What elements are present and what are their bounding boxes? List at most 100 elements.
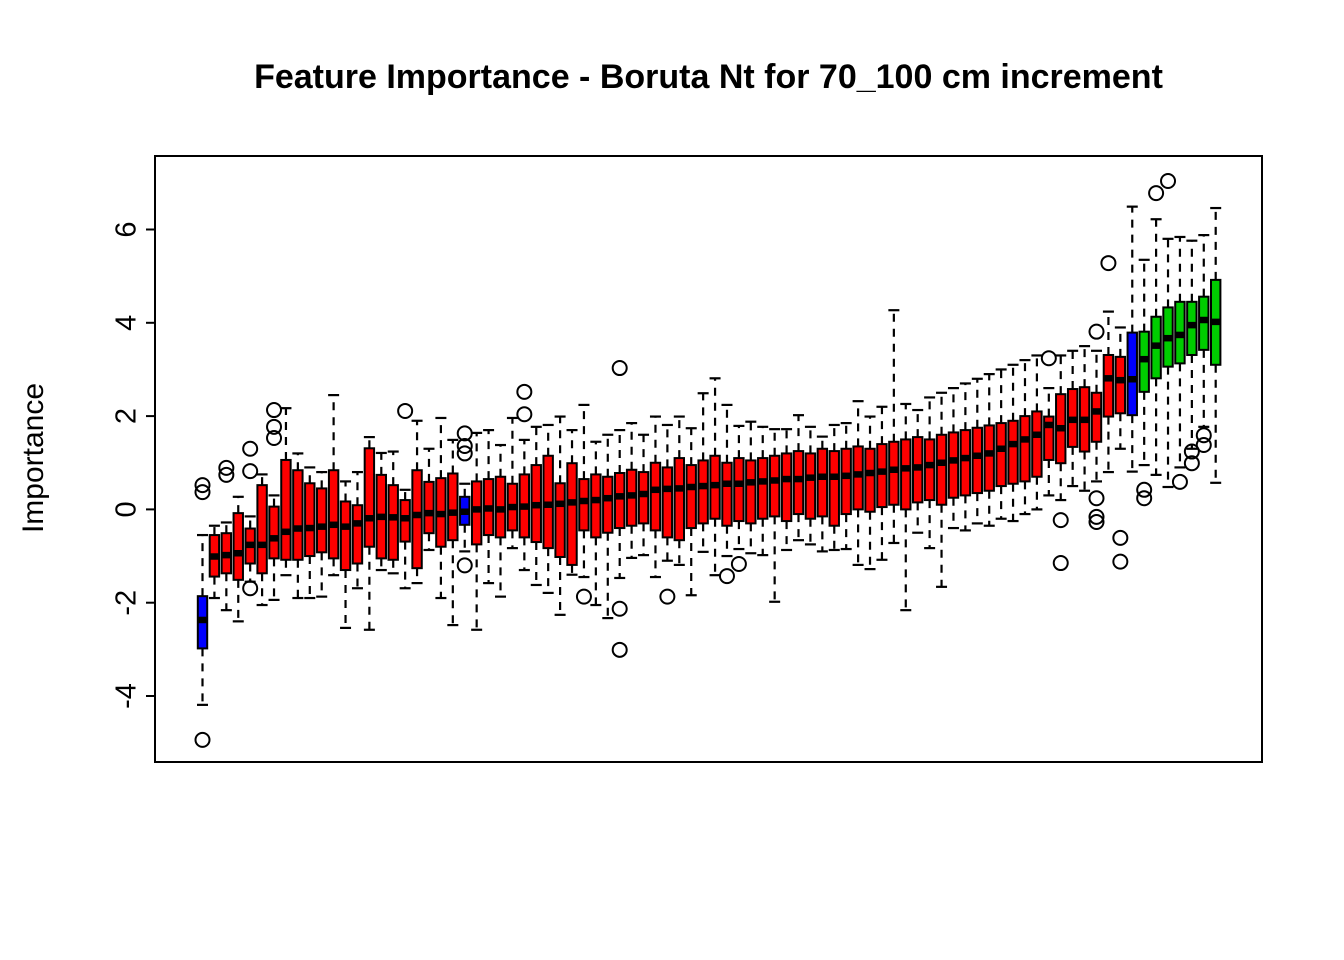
y-tick-label: 2 <box>111 408 143 424</box>
box-41 <box>673 415 685 567</box>
iqr-box <box>852 445 864 511</box>
iqr-box <box>900 438 912 511</box>
median-line <box>746 479 756 486</box>
median-line <box>1175 331 1185 339</box>
box-44 <box>709 377 721 577</box>
median-line <box>686 483 696 491</box>
median-line <box>1079 416 1090 424</box>
outlier-point <box>194 477 211 494</box>
median-line <box>626 492 637 499</box>
box-73 <box>1052 354 1069 572</box>
outlier-point <box>659 588 676 605</box>
median-line <box>209 553 220 560</box>
box-65 <box>959 382 972 532</box>
median-line <box>662 485 673 493</box>
iqr-box <box>947 431 960 499</box>
box-74 <box>1066 349 1079 488</box>
box-70 <box>1019 359 1031 516</box>
outlier-point <box>611 600 628 617</box>
median-line <box>1139 355 1149 363</box>
outlier-point <box>611 641 628 658</box>
median-line <box>471 506 482 513</box>
iqr-box <box>1019 415 1031 483</box>
median-line <box>388 514 398 521</box>
box-42 <box>685 427 697 597</box>
box-26 <box>494 443 507 598</box>
box-37 <box>625 421 638 560</box>
box-20 <box>423 447 435 552</box>
iqr-box <box>804 452 817 520</box>
box-33 <box>575 403 592 605</box>
box-25 <box>482 428 495 585</box>
box-14 <box>351 470 364 590</box>
outlier-point <box>194 731 211 748</box>
box-40 <box>659 423 676 605</box>
median-line <box>1103 375 1114 382</box>
outlier-point <box>1171 473 1188 490</box>
box-68 <box>995 368 1007 520</box>
iqr-box <box>363 447 376 548</box>
box-35 <box>602 433 614 620</box>
iqr-box <box>661 466 674 539</box>
median-line <box>734 480 744 487</box>
box-36 <box>611 360 628 658</box>
iqr-box <box>602 475 614 534</box>
box-43 <box>697 392 709 553</box>
median-line <box>853 471 863 478</box>
median-line <box>531 501 541 509</box>
box-39 <box>649 415 662 579</box>
median-line <box>710 481 720 489</box>
median-line <box>1151 342 1161 349</box>
iqr-box <box>1090 391 1103 443</box>
median-line <box>483 505 494 512</box>
median-line <box>829 473 839 480</box>
iqr-box <box>816 447 829 518</box>
median-line <box>841 472 851 480</box>
box-54 <box>828 423 840 552</box>
box-1 <box>194 477 211 748</box>
iqr-box <box>757 457 769 520</box>
median-line <box>1008 440 1018 448</box>
box-57 <box>864 415 876 571</box>
iqr-box <box>1126 331 1138 417</box>
iqr-box <box>780 452 793 523</box>
iqr-box <box>590 473 602 539</box>
median-line <box>197 616 208 624</box>
box-59 <box>888 309 900 545</box>
median-line <box>364 515 375 522</box>
box-63 <box>935 391 948 588</box>
y-tick-label: 6 <box>111 221 143 237</box>
iqr-box <box>1043 415 1055 461</box>
box-9 <box>292 452 304 600</box>
box-5 <box>242 440 259 597</box>
median-line <box>698 482 708 490</box>
box-60 <box>900 402 912 612</box>
median-line <box>972 452 982 460</box>
median-line <box>650 486 661 494</box>
iqr-box <box>292 469 304 561</box>
median-line <box>615 493 625 500</box>
iqr-box <box>614 472 626 530</box>
box-75 <box>1078 345 1091 492</box>
iqr-box <box>721 461 733 527</box>
box-27 <box>506 416 519 550</box>
box-76 <box>1088 323 1105 530</box>
median-line <box>936 459 947 466</box>
box-83 <box>1171 235 1188 490</box>
iqr-box <box>387 484 399 561</box>
box-34 <box>590 440 602 607</box>
box-80 <box>1136 258 1153 507</box>
box-11 <box>316 470 328 598</box>
box-84 <box>1183 239 1200 472</box>
median-line <box>221 551 232 559</box>
median-line <box>1115 376 1126 384</box>
box-19 <box>411 419 423 585</box>
box-78 <box>1112 326 1129 570</box>
box-22 <box>447 438 459 627</box>
box-82 <box>1160 172 1177 489</box>
iqr-box <box>256 484 268 575</box>
median-line <box>257 541 267 549</box>
median-line <box>567 499 577 506</box>
iqr-box <box>828 450 840 527</box>
box-2 <box>208 524 221 600</box>
